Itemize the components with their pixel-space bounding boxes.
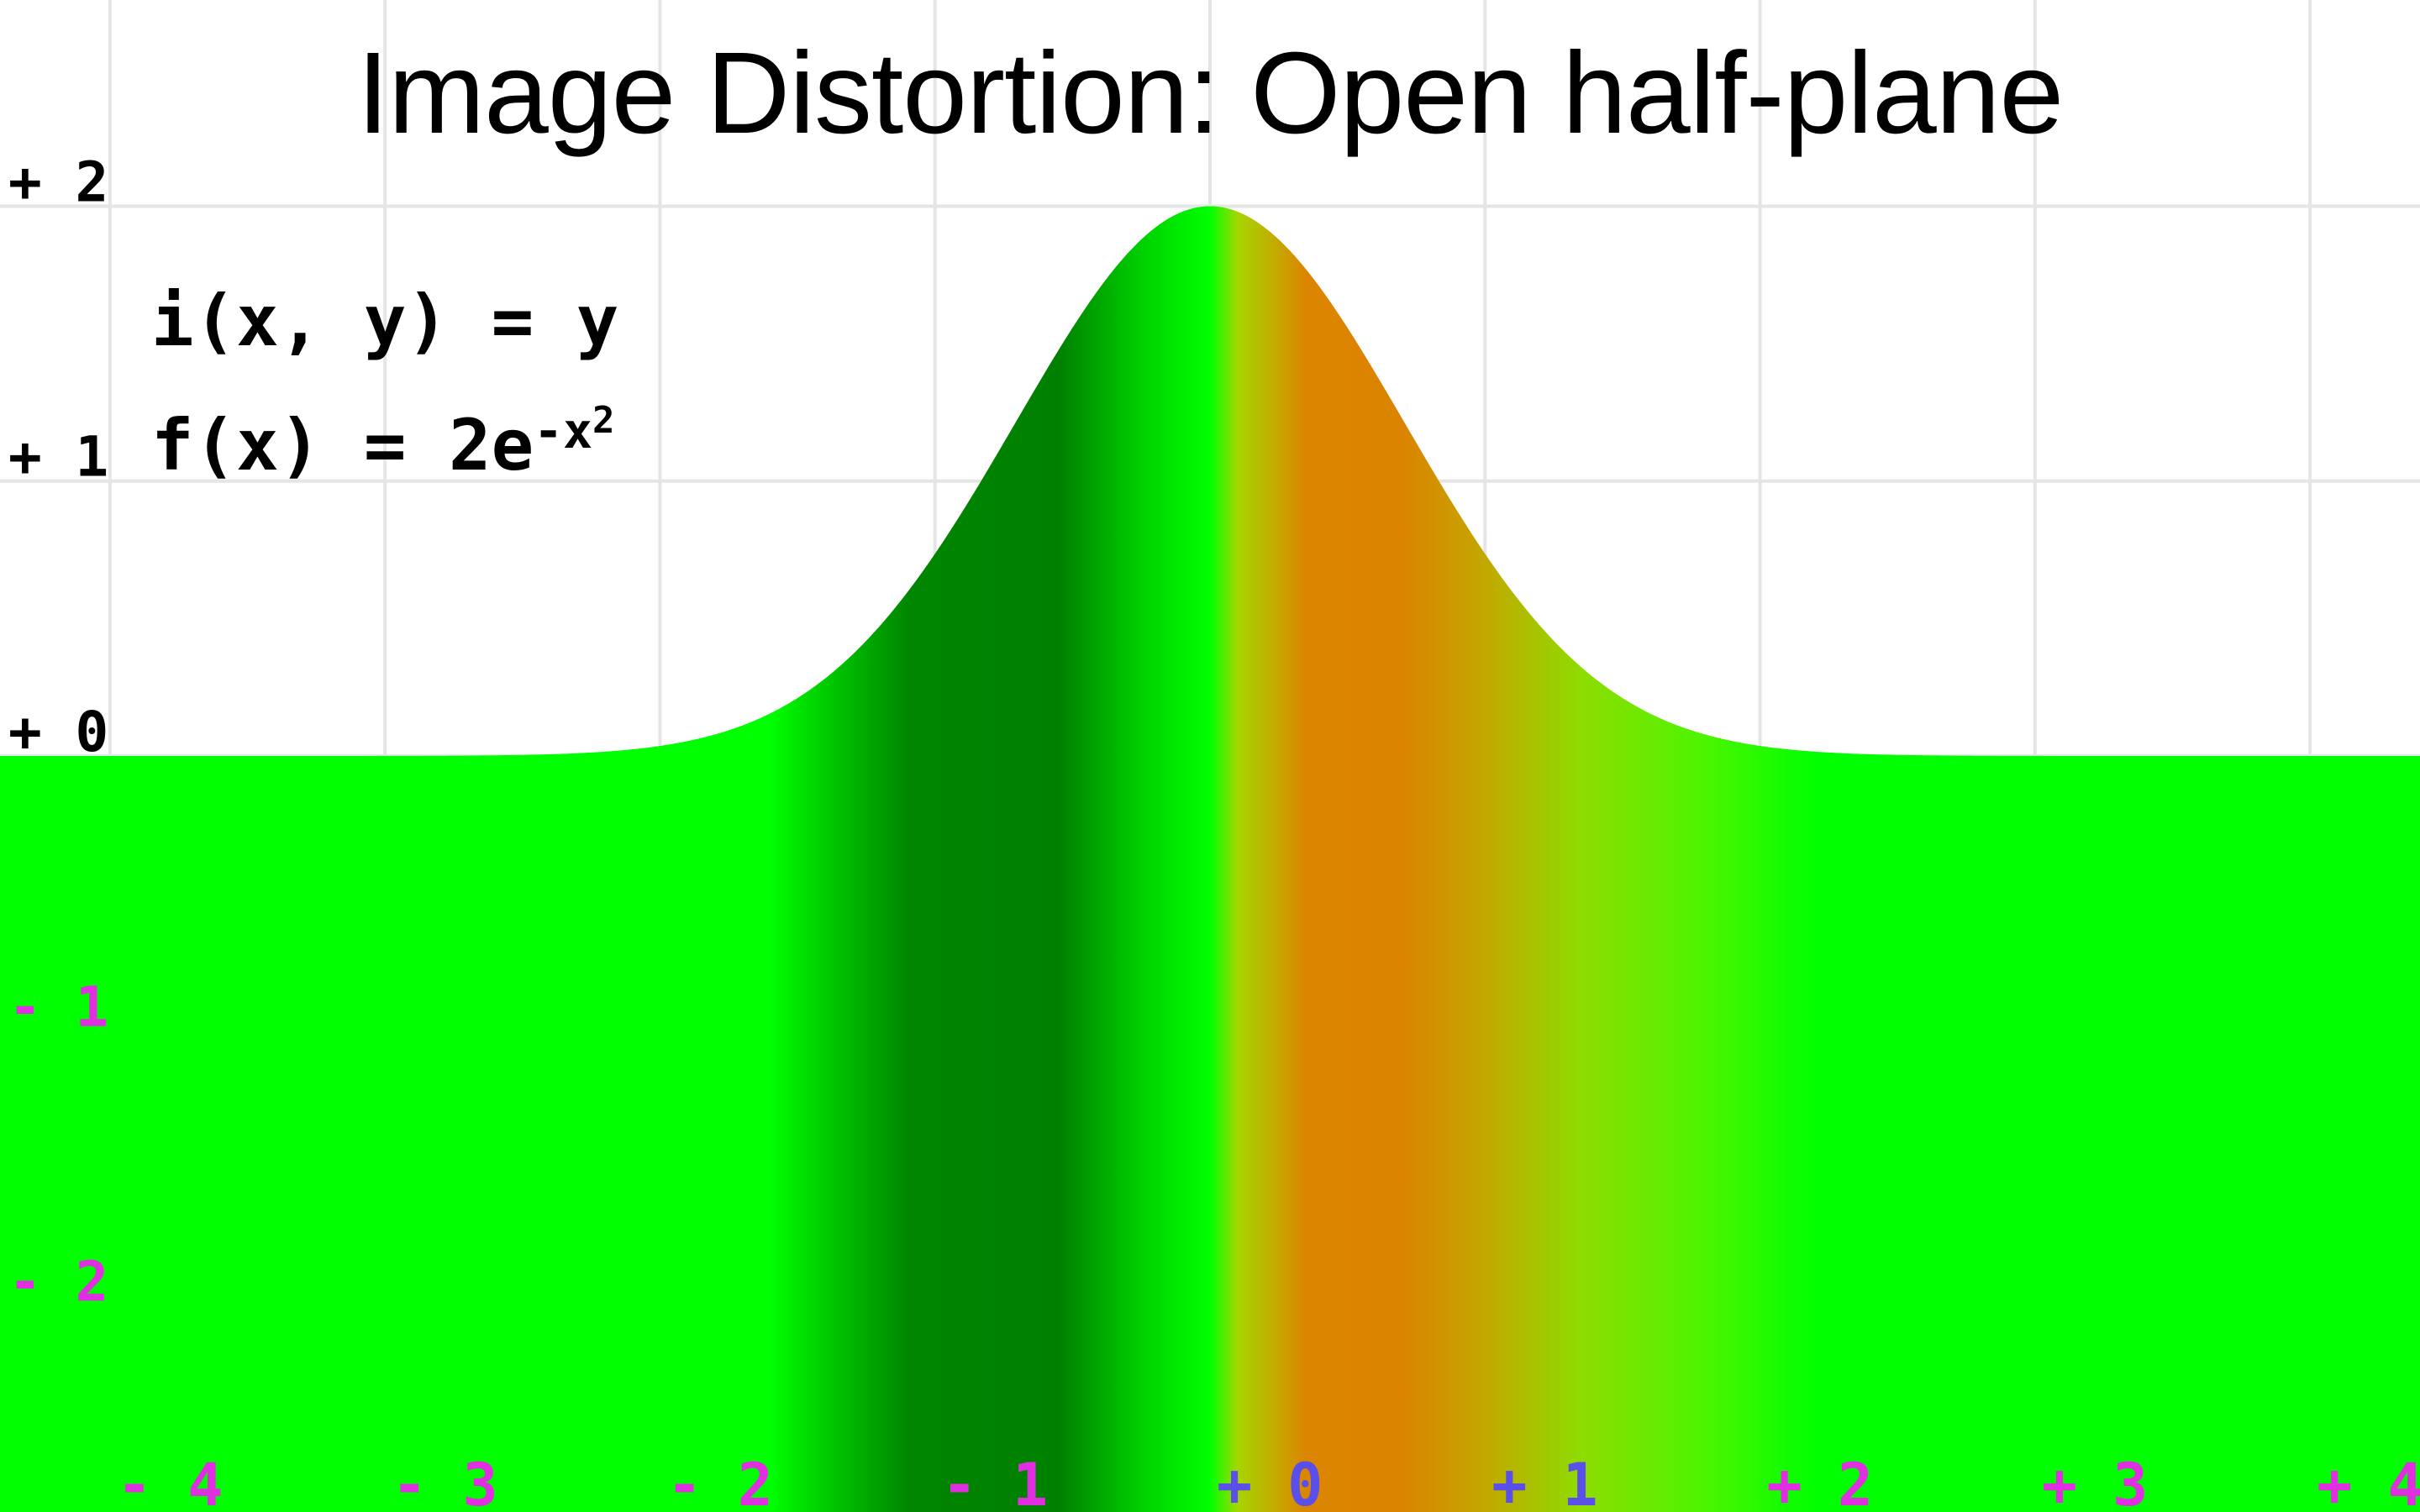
x-tick-label: + 1: [1491, 1451, 1597, 1512]
distortion-function-exponent-power: 2: [592, 399, 615, 442]
y-tick-label: - 2: [8, 1250, 108, 1315]
distortion-function-exponent: -x2: [534, 402, 614, 459]
y-tick-label: - 1: [8, 974, 108, 1039]
x-tick-label: - 1: [942, 1451, 1048, 1512]
image-function-formula: i(x, y) = y: [151, 280, 619, 362]
distortion-function-prefix: f(x) = 2e: [151, 404, 534, 486]
y-tick-label: + 0: [8, 700, 108, 764]
y-tick-label: + 1: [8, 425, 108, 490]
x-tick-label: + 3: [2042, 1451, 2148, 1512]
x-tick-label: + 2: [1767, 1451, 1873, 1512]
x-tick-label: + 4: [2317, 1451, 2420, 1512]
x-tick-label: + 0: [1217, 1451, 1323, 1512]
y-tick-label: + 2: [8, 150, 108, 214]
distortion-function-formula: f(x) = 2e-x2: [151, 402, 615, 481]
x-tick-label: - 2: [666, 1451, 772, 1512]
distortion-function-exponent-base: -x: [534, 402, 592, 459]
x-tick-label: - 4: [117, 1451, 223, 1512]
x-tick-label: - 3: [392, 1451, 497, 1512]
page-title: Image Distortion: Open half-plane: [356, 29, 2064, 158]
tick-labels: + 2 + 1 + 0 - 1 - 2 - 4 - 3 - 2 - 1 + 0 + 1 + 2 + 3 +…: [8, 150, 2420, 1512]
distorted-image-area: [0, 206, 2420, 1512]
